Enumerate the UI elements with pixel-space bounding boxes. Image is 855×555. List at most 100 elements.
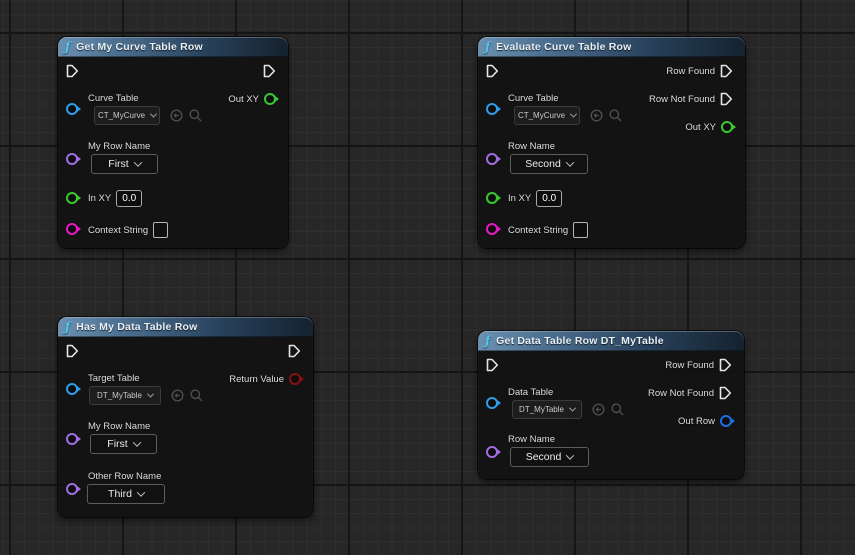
chevron-down-icon [133, 158, 142, 167]
node-evaluate-curve-table-row[interactable]: ƒ Evaluate Curve Table Row Row Found Row… [478, 37, 745, 248]
exec-out-pin[interactable] [288, 344, 301, 358]
search-asset-icon[interactable] [611, 403, 624, 416]
pin-label: Row Not Found [647, 387, 714, 399]
pin-label: Row Found [665, 359, 714, 371]
pin-label: Out XY [685, 121, 716, 133]
browse-to-asset-icon[interactable] [590, 109, 603, 122]
in-xy-pin[interactable] [486, 192, 498, 204]
chevron-down-icon [136, 488, 146, 497]
node-header[interactable]: ƒ Evaluate Curve Table Row [478, 37, 745, 57]
pin-label: Row Not Found [648, 93, 715, 105]
asset-dropdown-value: DT_MyTable [519, 405, 564, 414]
node-get-data-table-row[interactable]: ƒ Get Data Table Row DT_MyTable Row Foun… [478, 331, 744, 479]
context-string-pin[interactable] [486, 223, 498, 235]
row-found-exec-pin[interactable] [720, 64, 733, 78]
exec-in-pin[interactable] [486, 64, 499, 78]
context-string-input[interactable] [153, 222, 169, 238]
node-header[interactable]: ƒ Has My Data Table Row [58, 317, 313, 337]
pin-label: In XY [508, 193, 532, 204]
other-row-name-dropdown[interactable]: Third [87, 484, 165, 504]
browse-to-asset-icon[interactable] [171, 389, 184, 402]
pin-label: Row Found [666, 65, 715, 77]
pin-label: Target Table [88, 373, 140, 384]
node-header[interactable]: ƒ Get Data Table Row DT_MyTable [478, 331, 744, 351]
browse-to-asset-icon[interactable] [170, 109, 183, 122]
curve-table-asset-dropdown[interactable]: CT_MyCurve [94, 106, 160, 125]
node-title: Evaluate Curve Table Row [496, 41, 632, 53]
my-row-name-pin[interactable] [66, 153, 78, 165]
pin-label: Context String [88, 224, 149, 236]
function-icon: ƒ [65, 40, 71, 54]
dropdown-value: Third [108, 488, 132, 500]
in-xy-input[interactable]: 0.0 [116, 190, 143, 207]
row-not-found-exec-pin[interactable] [720, 92, 733, 106]
function-icon: ƒ [485, 334, 491, 348]
function-icon: ƒ [65, 320, 71, 334]
other-row-name-pin[interactable] [66, 483, 78, 495]
in-xy-pin[interactable] [66, 192, 78, 204]
chevron-down-icon [570, 110, 578, 118]
out-xy-pin[interactable] [264, 93, 276, 105]
dropdown-value: First [107, 438, 128, 450]
row-name-dropdown[interactable]: First [91, 154, 158, 174]
row-name-dropdown[interactable]: First [90, 434, 157, 454]
dropdown-value: First [108, 158, 129, 170]
curve-table-pin[interactable] [66, 103, 78, 115]
exec-out-pin[interactable] [263, 64, 276, 78]
input-value: 0.0 [122, 193, 137, 204]
chevron-down-icon [146, 390, 154, 398]
pin-label: My Row Name [88, 141, 151, 152]
in-xy-input[interactable]: 0.0 [536, 190, 563, 207]
row-not-found-exec-pin[interactable] [719, 386, 732, 400]
row-name-pin[interactable] [486, 446, 498, 458]
asset-dropdown-value: CT_MyCurve [517, 111, 566, 120]
chevron-down-icon [565, 158, 575, 167]
pin-label: Curve Table [508, 93, 559, 104]
row-name-pin[interactable] [486, 153, 498, 165]
node-get-my-curve-table-row[interactable]: ƒ Get My Curve Table Row Curve Table CT_… [58, 37, 288, 248]
asset-dropdown-value: DT_MyTable [97, 391, 142, 400]
asset-dropdown-value: CT_MyCurve [97, 111, 146, 120]
dropdown-value: Second [525, 158, 561, 170]
node-header[interactable]: ƒ Get My Curve Table Row [58, 37, 288, 57]
search-asset-icon[interactable] [609, 109, 622, 122]
exec-in-pin[interactable] [486, 358, 499, 372]
search-asset-icon[interactable] [189, 109, 202, 122]
dropdown-value: Second [525, 451, 562, 463]
pin-label: Out Row [678, 415, 715, 427]
context-string-pin[interactable] [66, 223, 78, 235]
node-title: Get My Curve Table Row [76, 41, 203, 53]
chevron-down-icon [566, 451, 575, 460]
row-found-exec-pin[interactable] [719, 358, 732, 372]
return-value-pin[interactable] [289, 373, 301, 385]
search-asset-icon[interactable] [190, 389, 203, 402]
pin-label: In XY [88, 193, 112, 204]
browse-to-asset-icon[interactable] [592, 403, 605, 416]
target-table-asset-dropdown[interactable]: DT_MyTable [89, 386, 161, 405]
out-xy-pin[interactable] [721, 121, 733, 133]
out-row-pin[interactable] [720, 415, 732, 427]
curve-table-pin[interactable] [486, 103, 498, 115]
target-table-pin[interactable] [66, 383, 78, 395]
curve-table-asset-dropdown[interactable]: CT_MyCurve [514, 106, 580, 125]
row-name-dropdown[interactable]: Second [510, 154, 588, 174]
data-table-pin[interactable] [486, 397, 498, 409]
pin-label: Data Table [508, 387, 554, 398]
node-has-my-data-table-row[interactable]: ƒ Has My Data Table Row Target Table DT_… [58, 317, 313, 517]
chevron-down-icon [150, 110, 158, 118]
node-title: Has My Data Table Row [76, 321, 198, 333]
pin-label: Context String [508, 224, 569, 236]
pin-label: Row Name [508, 141, 555, 152]
my-row-name-pin[interactable] [66, 433, 78, 445]
exec-in-pin[interactable] [66, 64, 79, 78]
input-value: 0.0 [542, 193, 557, 204]
chevron-down-icon [568, 404, 576, 412]
pin-label: Return Value [229, 373, 284, 385]
context-string-input[interactable] [573, 222, 589, 238]
exec-in-pin[interactable] [66, 344, 79, 358]
pin-label: Row Name [508, 434, 555, 445]
row-name-dropdown[interactable]: Second [510, 447, 589, 467]
data-table-asset-dropdown[interactable]: DT_MyTable [512, 400, 582, 419]
node-title: Get Data Table Row DT_MyTable [496, 335, 664, 347]
